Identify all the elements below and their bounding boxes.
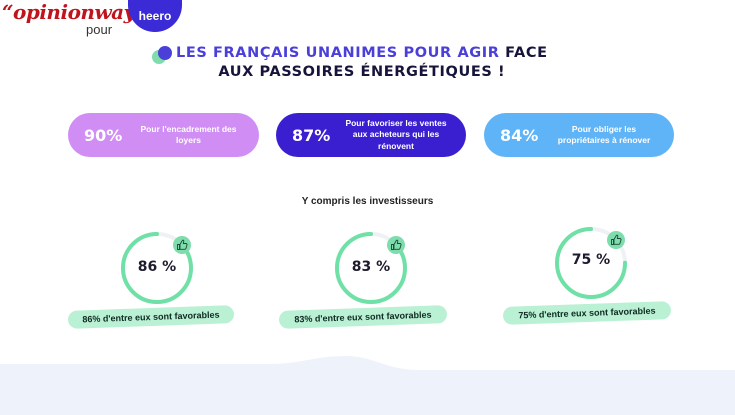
thumbs-up-icon (611, 234, 622, 245)
stat-label: Pour l'encadrement des loyers (140, 123, 237, 146)
gauge-progress-arc (335, 232, 407, 304)
thumbs-up-icon (177, 239, 188, 250)
title-accent: LES FRANÇAIS UNANIMES POUR AGIR (176, 45, 500, 61)
thumbs-up-badge (607, 231, 625, 249)
stat-pill-renovating-buyers: 87% Pour favoriser les ventes aux achete… (276, 113, 466, 157)
gauge-investors-3: 75 % (541, 223, 641, 303)
page-title: LES FRANÇAIS UNANIMES POUR AGIR FACE AUX… (176, 44, 548, 82)
gauge-ring (121, 232, 193, 304)
thumbs-up-badge (387, 236, 405, 254)
stat-percent: 87% (292, 125, 331, 145)
thumbs-up-badge (173, 236, 191, 254)
stat-percent: 90% (84, 125, 123, 145)
stat-pill-oblige-owners: 84% Pour obliger les propriétaires à rén… (484, 113, 674, 157)
gauge-caption: 75% d'entre eux sont favorables (502, 301, 672, 325)
gauge-investors-1: 86 % (107, 228, 207, 308)
heero-logo-text: heero (138, 9, 172, 23)
gauge-progress-arc (121, 232, 193, 304)
stat-label: Pour favoriser les ventes aux acheteurs … (345, 117, 447, 151)
stat-label: Pour obliger les propriétaires à rénover (557, 123, 651, 146)
title-line2: AUX PASSOIRES ÉNERGÉTIQUES ! (218, 64, 506, 80)
title-line1-rest: FACE (499, 45, 548, 61)
gauge-caption: 83% d'entre eux sont favorables (278, 305, 448, 329)
gauge-progress-arc (555, 227, 627, 299)
gauge-value: 86 % (137, 259, 177, 275)
dots-icon (152, 46, 172, 64)
opinionway-logo: “opinionway (2, 0, 135, 24)
bottom-wave-decoration (0, 356, 735, 415)
gauge-ring (555, 227, 627, 299)
thumbs-up-icon (391, 239, 402, 250)
stat-percent: 84% (500, 125, 539, 145)
heero-logo: heero (128, 0, 182, 32)
gauge-caption: 86% d'entre eux sont favorables (67, 305, 235, 329)
gauge-value: 75 % (571, 252, 611, 268)
gauge-value: 83 % (351, 259, 391, 275)
investors-subtitle: Y compris les investisseurs (301, 196, 434, 207)
gauge-ring (335, 232, 407, 304)
stat-pill-rent-control: 90% Pour l'encadrement des loyers (68, 113, 259, 157)
pour-label: pour (86, 22, 113, 37)
gauge-investors-2: 83 % (321, 228, 421, 308)
